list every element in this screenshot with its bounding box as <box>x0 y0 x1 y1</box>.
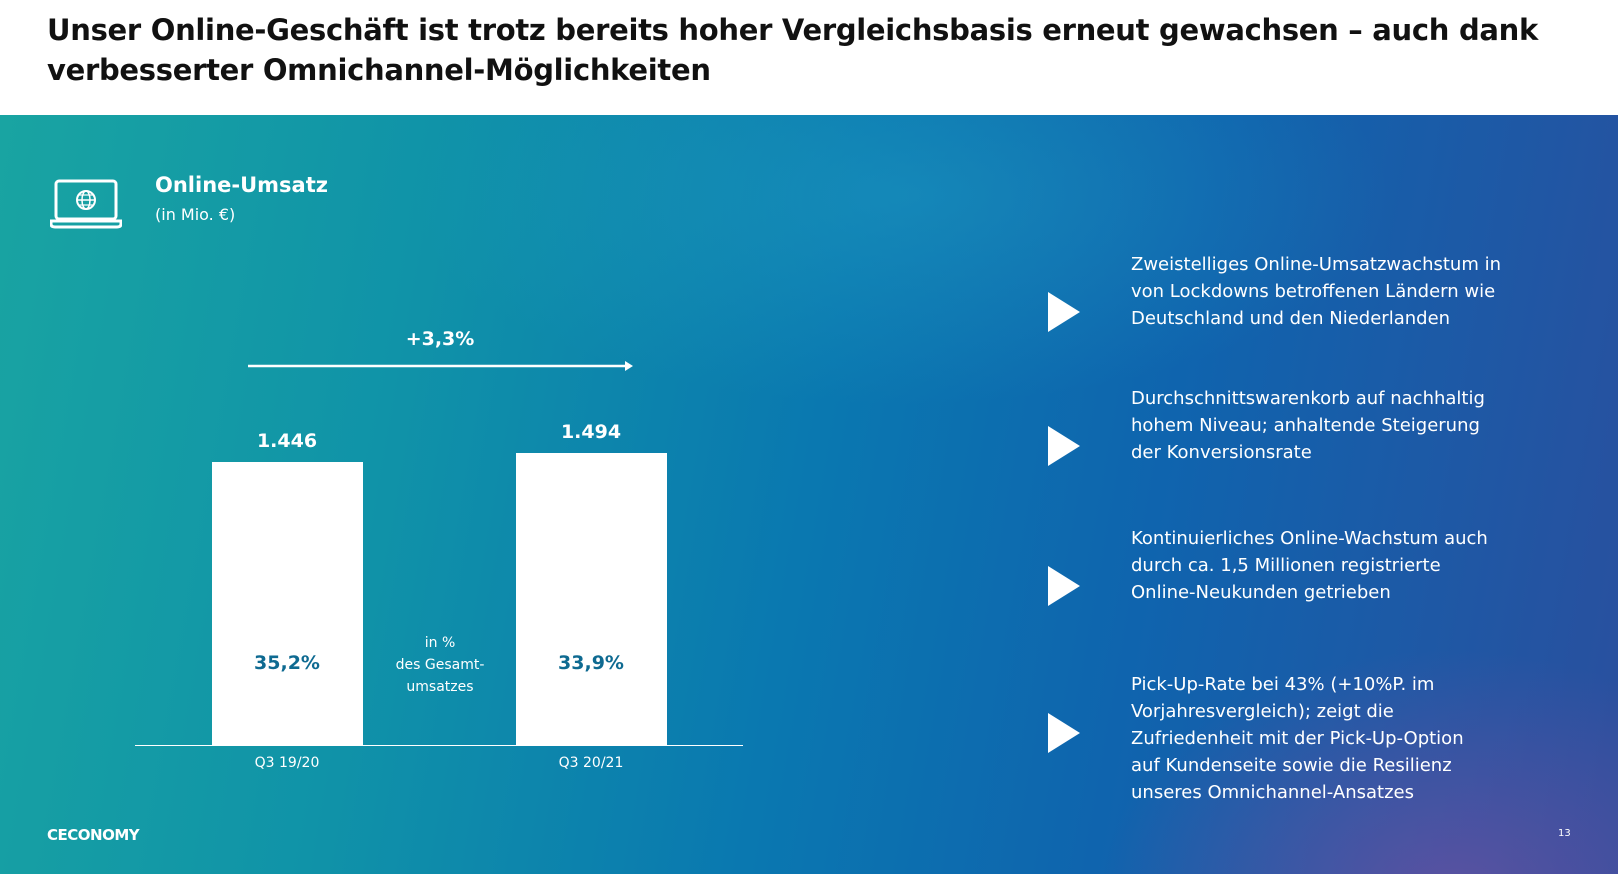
bullet-text: Durchschnittswarenkorb auf nachhaltig ho… <box>1131 388 1485 463</box>
x-axis-line <box>135 745 743 746</box>
value-label: 1.446 <box>256 430 318 452</box>
bullet-text: Kontinuierliches Online-Wachstum auch du… <box>1131 528 1488 603</box>
chart-subtitle: (in Mio. €) <box>155 205 236 224</box>
page-title: Unser Online-Geschäft ist trotz bereits … <box>47 13 1538 87</box>
bullet-text: Zweistelliges Online-Umsatzwachstum in v… <box>1131 254 1501 329</box>
bullet-triangle-icon <box>1048 426 1080 466</box>
bullet-triangle-icon <box>1048 566 1080 606</box>
share-label: 35,2% <box>254 652 320 674</box>
growth-label: +3,3% <box>405 328 475 350</box>
bar <box>516 453 667 745</box>
ceconomy-logo: CECONOMY <box>47 826 140 844</box>
category-label: Q3 20/21 <box>558 755 624 771</box>
header: Unser Online-Geschäft ist trotz bereits … <box>0 0 1618 115</box>
chart-title: Online-Umsatz <box>155 173 328 197</box>
share-note-line: des Gesamt- <box>395 657 485 673</box>
share-note-line: in % <box>424 635 456 651</box>
bullet-triangle-icon <box>1048 292 1080 332</box>
share-note-line: umsatzes <box>406 679 474 695</box>
value-label: 1.494 <box>560 421 622 443</box>
laptop-globe-icon <box>50 179 122 229</box>
bullet-text: Pick-Up-Rate bei 43% (+10%P. im Vorjahre… <box>1131 674 1464 803</box>
share-label: 33,9% <box>558 652 624 674</box>
growth-arrow <box>248 361 633 371</box>
category-label: Q3 19/20 <box>254 755 320 771</box>
content-panel: Online-Umsatz (in Mio. €) +3,3% 1.446 35,… <box>0 115 1618 874</box>
bullet-triangle-icon <box>1048 713 1080 753</box>
bar <box>212 462 363 745</box>
share-note: in % des Gesamt- umsatzes <box>375 632 505 698</box>
page-number: 13 <box>1558 828 1571 839</box>
